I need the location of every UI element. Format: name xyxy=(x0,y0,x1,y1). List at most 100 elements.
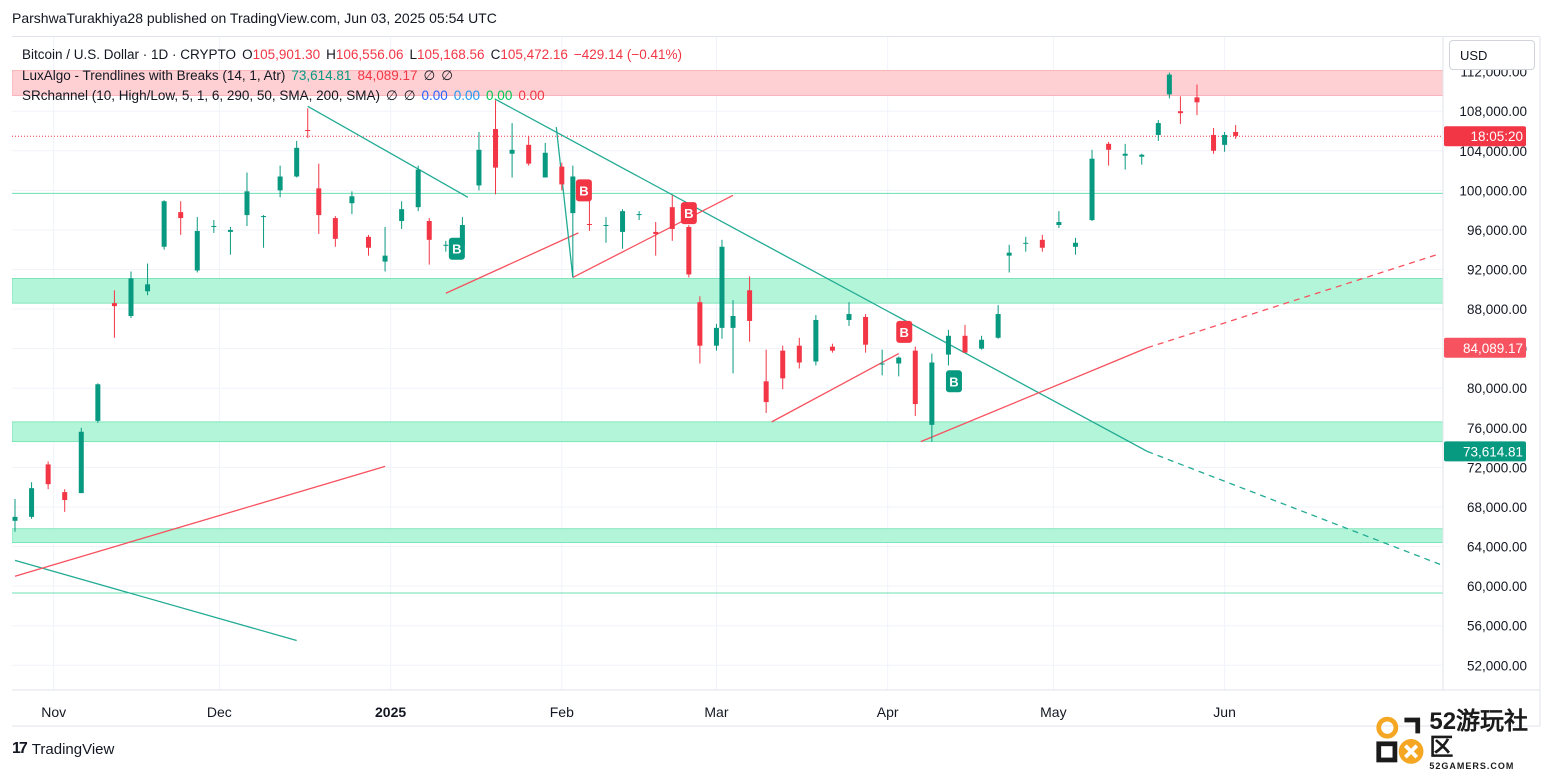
candle xyxy=(509,123,515,178)
upper-trendline xyxy=(771,353,900,423)
candle xyxy=(945,329,951,366)
candle xyxy=(879,349,885,376)
candle xyxy=(669,195,675,241)
candle-body xyxy=(879,363,885,365)
candle xyxy=(1089,149,1095,222)
candle-body xyxy=(962,335,968,353)
candle xyxy=(426,218,432,265)
luxalgo-value-1: 73,614.81 xyxy=(291,67,352,83)
y-tick-label: 100,000.00 xyxy=(1459,183,1527,198)
break-marker-label: B xyxy=(579,183,588,198)
candle-body xyxy=(813,319,819,362)
lower-trend-price-label-text: 73,614.81 xyxy=(1463,444,1523,459)
candle xyxy=(979,335,985,350)
candle-body xyxy=(1222,134,1228,145)
upper-trendline xyxy=(14,465,386,577)
candle-body xyxy=(929,362,935,425)
luxalgo-indicator-name[interactable]: LuxAlgo - Trendlines with Breaks (14, 1,… xyxy=(22,67,286,83)
lower-trend-price-label: 73,614.81 xyxy=(1444,441,1526,462)
break-marker-box xyxy=(945,370,962,393)
symbol-name[interactable]: Bitcoin / U.S. Dollar · 1D · CRYPTO xyxy=(22,47,237,62)
candle-body xyxy=(227,229,233,232)
candle xyxy=(620,209,626,249)
close-label: C xyxy=(490,47,501,62)
candles-layer xyxy=(12,72,1239,532)
candle xyxy=(261,215,267,248)
candle-body xyxy=(1233,131,1239,136)
candle xyxy=(244,172,250,226)
currency-button[interactable]: USD xyxy=(1449,40,1535,70)
lower-trendline xyxy=(495,98,1148,452)
candle xyxy=(493,100,499,195)
candle xyxy=(349,191,355,215)
candle-body xyxy=(305,130,311,132)
candle xyxy=(570,165,576,278)
candle xyxy=(227,226,233,255)
lower-trendline xyxy=(307,105,469,198)
low-label: L xyxy=(409,47,417,62)
candle-body xyxy=(194,230,200,271)
candle xyxy=(1194,84,1200,116)
candle-body xyxy=(1089,158,1095,221)
candle xyxy=(1039,234,1045,252)
zones-layer xyxy=(12,70,1443,594)
candle xyxy=(1222,131,1228,152)
luxalgo-value-4: ∅ xyxy=(441,67,454,83)
candle-body xyxy=(145,284,151,292)
y-tick-label: 56,000.00 xyxy=(1467,619,1527,634)
candle-body xyxy=(1194,97,1200,103)
srchannel-value-3: 0.00 xyxy=(421,88,448,103)
srchannel-value-6: 0.00 xyxy=(518,88,545,103)
break-marker-box xyxy=(448,237,465,260)
candle xyxy=(305,108,311,138)
candle-body xyxy=(912,350,918,405)
candle xyxy=(719,239,725,339)
gamepad-icon xyxy=(1376,716,1424,764)
candle xyxy=(542,142,548,178)
candle-body xyxy=(829,346,835,351)
y-tick-label: 64,000.00 xyxy=(1467,540,1527,555)
candle xyxy=(12,499,18,532)
srchannel-indicator-name[interactable]: SRchannel (10, High/Low, 5, 1, 6, 290, 5… xyxy=(22,88,380,103)
luxalgo-value-3: ∅ xyxy=(423,67,436,83)
candle xyxy=(653,222,659,256)
candle-body xyxy=(863,316,869,345)
candle xyxy=(846,302,852,326)
candle xyxy=(713,323,719,351)
candle-body xyxy=(697,302,703,346)
candle xyxy=(399,201,405,229)
candle xyxy=(145,263,151,296)
candle xyxy=(1023,236,1029,252)
candle-body xyxy=(1122,153,1128,156)
candle xyxy=(476,131,482,191)
candle-body xyxy=(12,516,18,521)
luxalgo-legend-row: LuxAlgo - Trendlines with Breaks (14, 1,… xyxy=(22,66,682,87)
candle-body xyxy=(476,149,482,186)
candle xyxy=(863,314,869,353)
candle xyxy=(1211,128,1217,154)
candle xyxy=(29,482,35,519)
candle-body xyxy=(1211,134,1217,151)
candle-body xyxy=(653,231,659,234)
candle xyxy=(294,140,300,178)
candle xyxy=(277,165,283,198)
candle-body xyxy=(1139,154,1145,157)
candle xyxy=(62,489,68,512)
tradingview-logo[interactable]: 17 TradingView xyxy=(12,740,114,758)
luxalgo-value-2: 84,089.17 xyxy=(357,67,418,83)
candle xyxy=(382,226,388,272)
y-tick-label: 80,000.00 xyxy=(1467,381,1527,396)
candle-body xyxy=(636,214,642,216)
watermark-title: 52游玩社区 xyxy=(1429,708,1529,761)
lower-trendline xyxy=(555,126,574,278)
x-tick-label: Mar xyxy=(704,704,728,720)
candle xyxy=(194,217,200,273)
candle-body xyxy=(796,345,802,363)
candle-body xyxy=(382,255,388,262)
last-price-countdown-text: 18:05:20 xyxy=(1470,129,1523,144)
candle-body xyxy=(620,211,626,232)
break-marker-label: B xyxy=(900,325,909,340)
x-tick-label: Feb xyxy=(550,704,574,720)
candle-body xyxy=(294,147,300,177)
